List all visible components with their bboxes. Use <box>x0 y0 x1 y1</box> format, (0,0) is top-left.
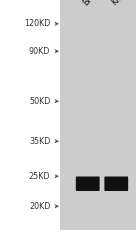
Bar <box>60 0 136 230</box>
Text: Brain: Brain <box>81 0 103 8</box>
Text: 50KD: 50KD <box>29 97 50 106</box>
Text: Kidney: Kidney <box>110 0 136 8</box>
FancyBboxPatch shape <box>104 176 128 191</box>
Text: 35KD: 35KD <box>29 137 50 146</box>
Text: 25KD: 25KD <box>29 172 50 181</box>
Text: 90KD: 90KD <box>29 47 50 56</box>
Text: 120KD: 120KD <box>24 19 50 28</box>
FancyBboxPatch shape <box>76 176 100 191</box>
Text: 20KD: 20KD <box>29 202 50 211</box>
